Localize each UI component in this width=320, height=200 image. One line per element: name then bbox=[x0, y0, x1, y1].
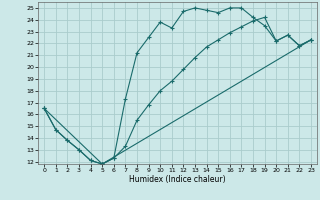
X-axis label: Humidex (Indice chaleur): Humidex (Indice chaleur) bbox=[129, 175, 226, 184]
